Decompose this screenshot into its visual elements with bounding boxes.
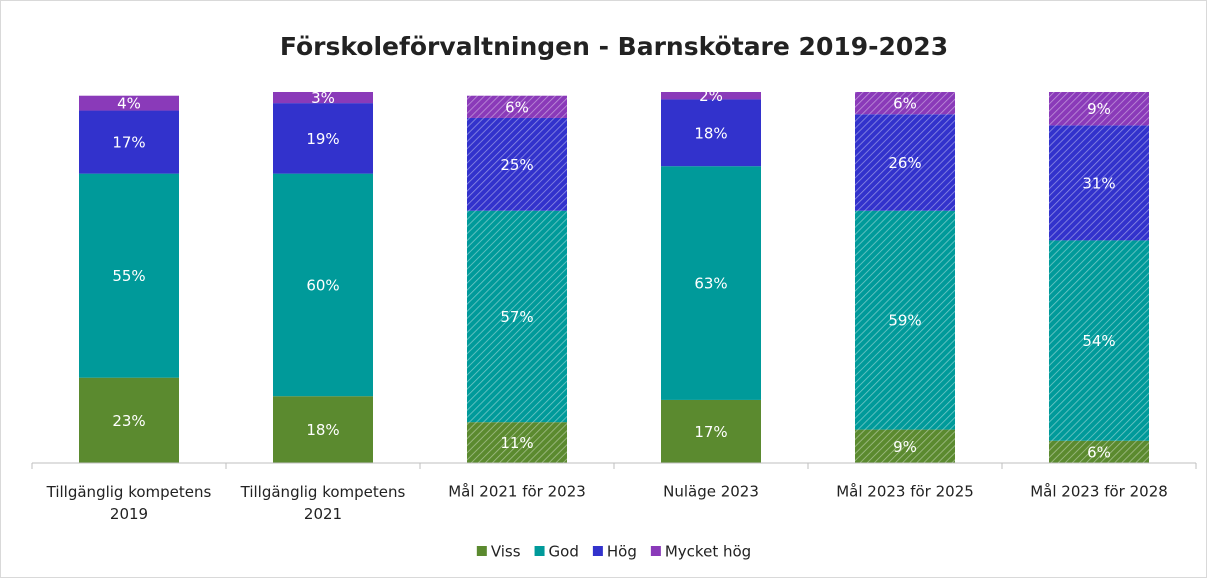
data-label: 9% — [893, 438, 917, 456]
bar-segment — [1049, 125, 1149, 241]
data-label: 19% — [306, 130, 339, 148]
bar-segment — [1049, 440, 1149, 463]
legend-swatch — [534, 546, 545, 556]
legend-swatch — [476, 546, 487, 556]
legend-label: God — [549, 543, 579, 561]
bar-segment — [273, 92, 373, 104]
bar-segment — [79, 173, 179, 378]
legend-label: Mycket hög — [665, 543, 751, 561]
data-label: 55% — [112, 267, 145, 285]
bar-segment — [467, 422, 567, 463]
legend: Viss God Hög Mycket hög — [476, 543, 751, 561]
bar-segment — [273, 396, 373, 463]
x-tick-label: Nuläge 2023 — [663, 483, 759, 501]
data-label: 26% — [888, 154, 921, 172]
bar-segment — [1049, 92, 1149, 126]
bar-segment — [79, 95, 179, 111]
data-label: 17% — [694, 423, 727, 441]
chart-title: Förskoleförvaltningen - Barnskötare 2019… — [280, 32, 948, 61]
bar-segment — [273, 173, 373, 397]
bar-segment — [661, 99, 761, 167]
bar-segment — [467, 117, 567, 211]
data-label: 57% — [500, 308, 533, 326]
data-label: 23% — [112, 412, 145, 430]
bar-segment — [1049, 240, 1149, 441]
legend-label: Viss — [491, 543, 521, 561]
data-label: 6% — [1087, 443, 1111, 461]
x-tick-label: Tillgänglig kompetens 2021 — [240, 483, 406, 523]
data-label: 25% — [500, 156, 533, 174]
data-label: 54% — [1082, 332, 1115, 350]
data-label: 3% — [311, 89, 335, 107]
x-tick-label: Mål 2021 för 2023 — [448, 483, 586, 501]
x-tick-label: Mål 2023 för 2028 — [1030, 483, 1168, 501]
data-label: 2% — [699, 87, 723, 105]
data-label: 60% — [306, 276, 339, 294]
data-label: 6% — [505, 98, 529, 116]
data-label: 17% — [112, 134, 145, 152]
data-label: 9% — [1087, 100, 1111, 118]
bar-segment — [273, 103, 373, 174]
bar-segment — [467, 95, 567, 118]
legend-label: Hög — [607, 543, 637, 561]
bar-segment — [79, 377, 179, 463]
legend-swatch — [592, 546, 603, 556]
data-label: 18% — [306, 421, 339, 439]
data-label: 6% — [893, 95, 917, 113]
bar-segment — [467, 210, 567, 423]
bar-segment — [855, 210, 955, 430]
data-label: 4% — [117, 95, 141, 113]
bar-segment — [855, 114, 955, 211]
data-label: 59% — [888, 312, 921, 330]
legend-swatch — [650, 546, 661, 556]
bar-segment — [855, 429, 955, 463]
data-label: 31% — [1082, 174, 1115, 192]
x-tick-label: Mål 2023 för 2025 — [836, 483, 974, 501]
bar-segment — [855, 92, 955, 115]
x-tick-label: Tillgänglig kompetens 2019 — [46, 483, 212, 523]
data-label: 11% — [500, 434, 533, 452]
data-label: 63% — [694, 275, 727, 293]
bar-segment — [661, 399, 761, 463]
data-label: 18% — [694, 124, 727, 142]
bar-segment — [661, 166, 761, 400]
bar-segment — [661, 92, 761, 100]
bar-segment — [79, 110, 179, 174]
